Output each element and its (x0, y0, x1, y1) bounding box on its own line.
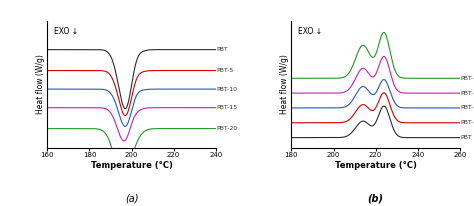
Text: PBT-5: PBT-5 (217, 68, 234, 73)
Text: PBT: PBT (461, 135, 473, 140)
X-axis label: Temperature (°C): Temperature (°C) (335, 161, 417, 170)
Text: PBT-10: PBT-10 (461, 105, 474, 110)
X-axis label: Temperature (°C): Temperature (°C) (91, 161, 173, 170)
Y-axis label: Heat flow (W/g): Heat flow (W/g) (36, 55, 45, 114)
Text: EXO ↓: EXO ↓ (298, 27, 322, 36)
Text: PBT-5: PBT-5 (461, 120, 474, 125)
Text: PBT-15: PBT-15 (217, 105, 238, 110)
Text: PBT-20: PBT-20 (217, 126, 238, 131)
Text: PBT-15: PBT-15 (461, 91, 474, 96)
Text: PBT: PBT (217, 47, 228, 52)
Y-axis label: Heat flow (W/g): Heat flow (W/g) (280, 55, 289, 114)
Text: PBT-10: PBT-10 (217, 87, 238, 92)
Text: EXO ↓: EXO ↓ (54, 27, 78, 36)
Text: (b): (b) (368, 194, 383, 204)
Text: (a): (a) (125, 194, 138, 204)
Text: PBT-20: PBT-20 (461, 76, 474, 81)
